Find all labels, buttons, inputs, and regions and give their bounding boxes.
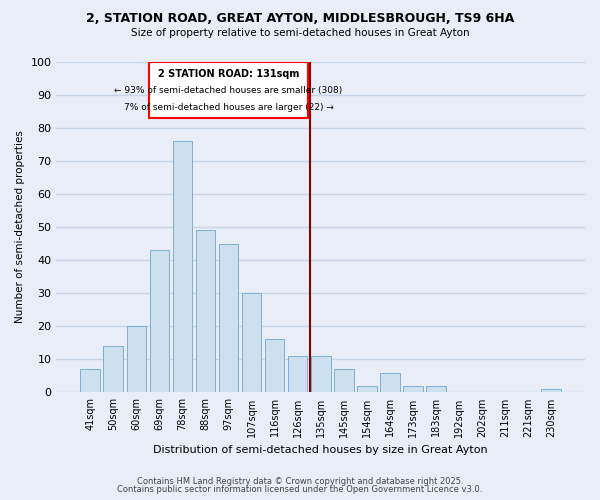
Text: ← 93% of semi-detached houses are smaller (308): ← 93% of semi-detached houses are smalle…: [115, 86, 343, 96]
Bar: [426, 386, 446, 392]
Bar: [173, 141, 192, 393]
Bar: [265, 340, 284, 392]
Bar: [149, 250, 169, 392]
Bar: [219, 244, 238, 392]
Text: Contains HM Land Registry data © Crown copyright and database right 2025.: Contains HM Land Registry data © Crown c…: [137, 477, 463, 486]
Bar: [103, 346, 123, 393]
Bar: [127, 326, 146, 392]
Bar: [196, 230, 215, 392]
Text: 2 STATION ROAD: 131sqm: 2 STATION ROAD: 131sqm: [158, 69, 299, 79]
Bar: [311, 356, 331, 393]
X-axis label: Distribution of semi-detached houses by size in Great Ayton: Distribution of semi-detached houses by …: [154, 445, 488, 455]
FancyBboxPatch shape: [149, 62, 308, 118]
Text: 2, STATION ROAD, GREAT AYTON, MIDDLESBROUGH, TS9 6HA: 2, STATION ROAD, GREAT AYTON, MIDDLESBRO…: [86, 12, 514, 26]
Bar: [357, 386, 377, 392]
Bar: [288, 356, 307, 393]
Bar: [403, 386, 422, 392]
Text: 7% of semi-detached houses are larger (22) →: 7% of semi-detached houses are larger (2…: [124, 103, 334, 112]
Bar: [541, 389, 561, 392]
Text: Size of property relative to semi-detached houses in Great Ayton: Size of property relative to semi-detach…: [131, 28, 469, 38]
Bar: [380, 372, 400, 392]
Text: Contains public sector information licensed under the Open Government Licence v3: Contains public sector information licen…: [118, 485, 482, 494]
Bar: [80, 370, 100, 392]
Y-axis label: Number of semi-detached properties: Number of semi-detached properties: [15, 130, 25, 324]
Bar: [334, 370, 353, 392]
Bar: [242, 293, 262, 392]
